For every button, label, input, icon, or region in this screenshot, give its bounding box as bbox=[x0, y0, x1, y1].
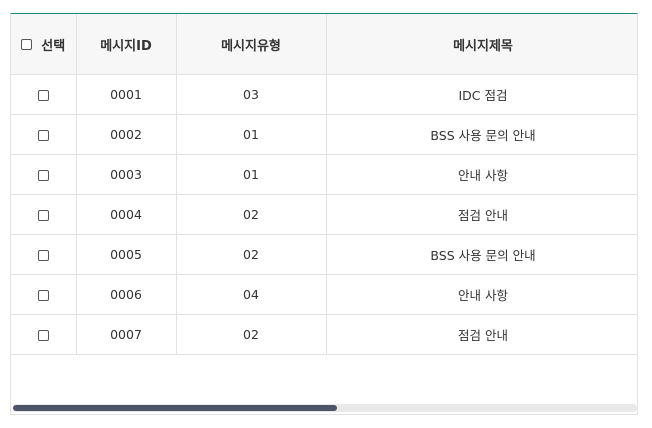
row-select-cell bbox=[11, 314, 77, 355]
header-message-type[interactable]: 메시지유형 bbox=[176, 14, 327, 75]
row-message-type: 02 bbox=[176, 194, 327, 235]
row-message-id: 0004 bbox=[76, 194, 177, 235]
row-checkbox-icon[interactable] bbox=[37, 170, 49, 181]
select-all-checkbox-icon[interactable] bbox=[21, 38, 33, 50]
row-checkbox-icon[interactable] bbox=[37, 290, 49, 301]
row-message-title: IDC 점검 bbox=[458, 88, 508, 103]
row-message-title: BSS 사용 문의 안내 bbox=[430, 248, 536, 263]
row-checkbox-icon[interactable] bbox=[37, 130, 49, 141]
row-select-cell bbox=[11, 114, 77, 155]
header-message-title-label: 메시지제목 bbox=[453, 38, 513, 54]
header-message-id[interactable]: 메시지ID bbox=[76, 14, 177, 75]
row-message-title-cell: BSS 사용 문의 안내 bbox=[326, 234, 637, 275]
row-message-title-cell: 점검 안내 bbox=[326, 194, 637, 235]
message-table: 선택 메시지ID 메시지유형 메시지제목 0001 03 IDC 점검 0002 bbox=[11, 14, 637, 355]
row-message-type: 01 bbox=[176, 114, 327, 155]
scrollbar-thumb[interactable] bbox=[13, 405, 337, 411]
header-select: 선택 bbox=[11, 14, 77, 75]
message-grid: 선택 메시지ID 메시지유형 메시지제목 0001 03 IDC 점검 0002 bbox=[10, 13, 638, 415]
table-row[interactable]: 0003 01 안내 사항 bbox=[11, 154, 637, 195]
row-message-title-cell: IDC 점검 bbox=[326, 74, 637, 115]
row-message-id: 0003 bbox=[76, 154, 177, 195]
table-header: 선택 메시지ID 메시지유형 메시지제목 bbox=[11, 14, 637, 75]
table-row[interactable]: 0005 02 BSS 사용 문의 안내 bbox=[11, 234, 637, 275]
row-message-type: 03 bbox=[176, 74, 327, 115]
row-message-title-cell: BSS 사용 문의 안내 bbox=[326, 114, 637, 155]
row-message-type: 02 bbox=[176, 314, 327, 355]
row-message-title: 점검 안내 bbox=[458, 208, 508, 223]
row-message-title: 점검 안내 bbox=[458, 328, 508, 343]
row-select-cell bbox=[11, 74, 77, 115]
row-message-id: 0006 bbox=[76, 274, 177, 315]
row-message-title: 안내 사항 bbox=[458, 168, 508, 183]
row-checkbox-icon[interactable] bbox=[37, 330, 49, 341]
row-message-title: BSS 사용 문의 안내 bbox=[430, 128, 536, 143]
row-message-title-cell: 안내 사항 bbox=[326, 274, 637, 315]
row-message-type: 02 bbox=[176, 234, 327, 275]
table-row[interactable]: 0007 02 점검 안내 bbox=[11, 314, 637, 355]
row-select-cell bbox=[11, 154, 77, 195]
table-row[interactable]: 0004 02 점검 안내 bbox=[11, 194, 637, 235]
row-message-id: 0001 bbox=[76, 74, 177, 115]
header-select-label: 선택 bbox=[41, 38, 66, 54]
row-message-id: 0007 bbox=[76, 314, 177, 355]
horizontal-scrollbar[interactable] bbox=[13, 404, 637, 412]
row-select-cell bbox=[11, 234, 77, 275]
row-message-title: 안내 사항 bbox=[458, 288, 508, 303]
row-checkbox-icon[interactable] bbox=[37, 90, 49, 101]
header-message-title[interactable]: 메시지제목 bbox=[326, 14, 637, 75]
header-row: 선택 메시지ID 메시지유형 메시지제목 bbox=[11, 14, 637, 75]
row-message-title-cell: 점검 안내 bbox=[326, 314, 637, 355]
table-row[interactable]: 0006 04 안내 사항 bbox=[11, 274, 637, 315]
row-message-type: 04 bbox=[176, 274, 327, 315]
row-message-id: 0005 bbox=[76, 234, 177, 275]
row-checkbox-icon[interactable] bbox=[37, 250, 49, 261]
row-select-cell bbox=[11, 194, 77, 235]
row-message-type: 01 bbox=[176, 154, 327, 195]
row-select-cell bbox=[11, 274, 77, 315]
table-row[interactable]: 0002 01 BSS 사용 문의 안내 bbox=[11, 114, 637, 155]
row-message-title-cell: 안내 사항 bbox=[326, 154, 637, 195]
table-body: 0001 03 IDC 점검 0002 01 BSS 사용 문의 안내 0003… bbox=[11, 74, 637, 355]
select-all-wrapper: 선택 bbox=[21, 35, 65, 54]
row-checkbox-icon[interactable] bbox=[37, 210, 49, 221]
table-row[interactable]: 0001 03 IDC 점검 bbox=[11, 74, 637, 115]
row-message-id: 0002 bbox=[76, 114, 177, 155]
